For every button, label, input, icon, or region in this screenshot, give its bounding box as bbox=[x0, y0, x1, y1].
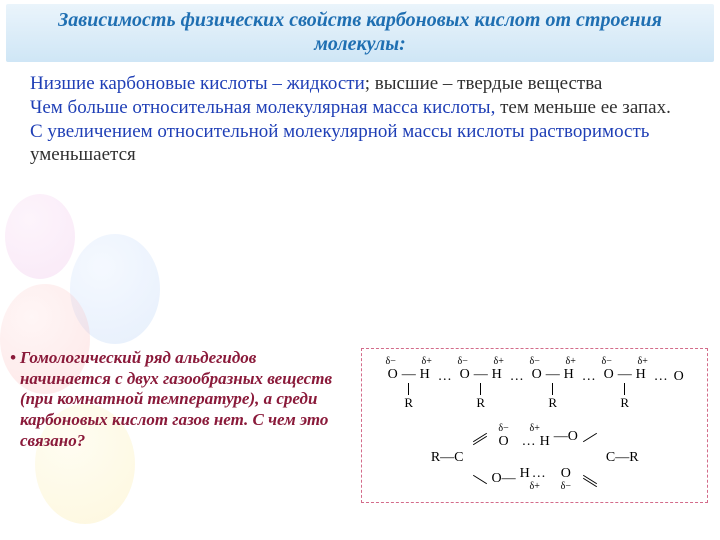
body-line2-emph: Чем больше относительная молекулярная ма… bbox=[30, 97, 495, 118]
chain-unit: δ−δ+O—HR bbox=[598, 357, 652, 410]
body-line1-rest: ; высшие – твердые вещества bbox=[365, 73, 603, 94]
body-line3-emph: С увеличением относительной молекулярной… bbox=[30, 121, 649, 142]
hydrogen-bond-diagram: δ−δ+O—HR… δ−δ+O—HR… δ−δ+O—HR… δ−δ+O—HR… … bbox=[361, 348, 708, 503]
body-line1-emph: Низшие карбоновые кислоты – жидкости bbox=[30, 73, 365, 94]
chain-unit: δ−δ+O—HR bbox=[526, 357, 580, 410]
dimer-diagram: δ−Oδ+…H—OR—CC—RO—H…δ+Oδ− bbox=[368, 424, 701, 492]
body-line2-rest: тем меньше ее запах. bbox=[495, 97, 671, 118]
chain-unit: δ−δ+O—HR bbox=[454, 357, 508, 410]
balloon-pink bbox=[5, 194, 75, 279]
question-text: Гомологический ряд альдегидов начинается… bbox=[20, 348, 347, 452]
body-line3-rest: уменьшается bbox=[30, 144, 136, 165]
question-block: • Гомологический ряд альдегидов начинает… bbox=[0, 348, 355, 452]
balloon-blue bbox=[70, 234, 160, 344]
bullet-icon: • bbox=[10, 348, 20, 452]
body-text: Низшие карбоновые кислоты – жидкости; вы… bbox=[30, 72, 698, 167]
chain-unit: δ−δ+O—HR bbox=[382, 357, 436, 410]
chain-association-diagram: δ−δ+O—HR… δ−δ+O—HR… δ−δ+O—HR… δ−δ+O—HR… … bbox=[368, 357, 701, 410]
slide-title: Зависимость физических свойств карбоновы… bbox=[6, 4, 714, 62]
